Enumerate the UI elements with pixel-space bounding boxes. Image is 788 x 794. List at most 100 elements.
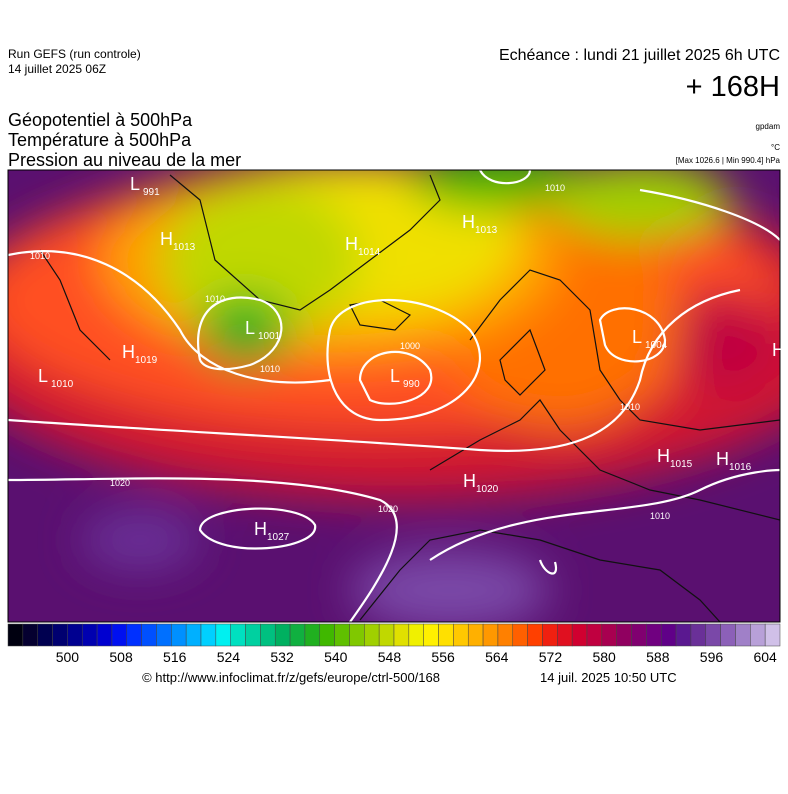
field: Température à 500hPa — [8, 130, 192, 150]
center-value: 1015 — [670, 459, 693, 470]
run: Run GEFS (run controle) — [8, 47, 141, 61]
colorbar-swatch — [230, 623, 246, 647]
colorbar-swatch — [750, 623, 766, 647]
colorbar-swatch — [67, 623, 83, 647]
field: Pression au niveau de la mer — [8, 150, 241, 170]
colorbar-swatch — [512, 623, 528, 647]
colorbar-swatch — [690, 623, 707, 647]
center-symbol: L — [245, 318, 255, 338]
isobar-label: 1010 — [30, 251, 50, 261]
colorbar-label: 548 — [378, 649, 402, 665]
colorbar-label: 604 — [753, 649, 777, 665]
colorbar-swatch — [527, 623, 543, 647]
colorbar-swatch — [408, 623, 424, 647]
colorbar-swatch — [586, 623, 603, 647]
colorbar-swatch — [482, 623, 499, 647]
colorbar-swatch — [720, 623, 736, 647]
center-value: 1020 — [476, 484, 499, 495]
colorbar-swatch — [319, 623, 335, 647]
center-value: 1014 — [358, 247, 381, 258]
colorbar-label: 572 — [539, 649, 563, 665]
colorbar-label: 532 — [270, 649, 294, 665]
isobar-label: 1010 — [620, 402, 640, 412]
colorbar-swatch — [571, 623, 588, 647]
field: Géopotentiel à 500hPa — [8, 110, 193, 130]
isobar-label: 1010 — [260, 364, 280, 374]
colorbar-swatch — [171, 623, 187, 647]
center-symbol: H — [254, 519, 267, 539]
center-symbol: L — [390, 366, 400, 386]
colorbar-swatch — [378, 623, 395, 647]
center-symbol: H — [716, 449, 729, 469]
center-symbol: H — [463, 471, 476, 491]
colorbar-swatch — [364, 623, 380, 647]
colorbar-swatch — [467, 623, 484, 647]
colorbar-swatch — [453, 623, 469, 647]
lead: + 168H — [686, 71, 780, 103]
unit: gpdam — [756, 122, 781, 131]
colorbar-label: 540 — [324, 649, 348, 665]
center-symbol: H — [772, 340, 785, 360]
colorbar-swatch — [96, 623, 113, 647]
colorbar-swatch — [260, 623, 276, 647]
colorbar-swatch — [616, 623, 632, 647]
valid: Echéance : lundi 21 juillet 2025 6h UTC — [499, 47, 780, 64]
colorbar-swatch — [7, 623, 24, 647]
colorbar-swatch — [542, 623, 558, 647]
isobar-label: 1010 — [545, 183, 565, 193]
colorbar-swatch — [497, 623, 514, 647]
center-symbol: L — [130, 174, 140, 194]
center-value: 1019 — [135, 355, 158, 366]
colorbar-label: 524 — [217, 649, 241, 665]
center-value: 990 — [403, 379, 420, 390]
colorbar-swatch — [156, 623, 172, 647]
colorbar-swatch — [81, 623, 98, 647]
isobar-label: 1010 — [650, 511, 670, 521]
colorbar-swatch — [126, 623, 142, 647]
map-frame — [7, 169, 781, 623]
colorbar-label: 500 — [56, 649, 80, 665]
colorbar-swatch — [423, 623, 439, 647]
colorbar-label: 596 — [700, 649, 724, 665]
colorbar-label: 556 — [431, 649, 455, 665]
center-symbol: L — [38, 366, 48, 386]
colorbar-swatch — [660, 623, 677, 647]
colorbar-swatch — [705, 623, 721, 647]
center-symbol: H — [345, 234, 358, 254]
colorbar-swatch — [274, 623, 291, 647]
center-value: 1001 — [258, 331, 281, 342]
colorbar-swatch — [215, 623, 231, 647]
map — [8, 170, 780, 622]
center-symbol: L — [632, 327, 642, 347]
colorbar-swatch — [631, 623, 647, 647]
colorbar-swatch — [764, 623, 781, 647]
colorbar-swatch — [334, 623, 350, 647]
colorbar-label: 564 — [485, 649, 509, 665]
center-value: 1013 — [475, 225, 498, 236]
colorbar-swatch — [37, 623, 53, 647]
colorbar-swatch — [52, 623, 68, 647]
colorbar-swatch — [393, 623, 410, 647]
isobar-label: 1020 — [378, 504, 398, 514]
colorbar-swatch — [675, 623, 692, 647]
colorbar-label: 516 — [163, 649, 187, 665]
colorbar-swatch — [111, 623, 128, 647]
colorbar-swatch — [289, 623, 306, 647]
colorbar-label: 508 — [109, 649, 133, 665]
colorbar-label: 588 — [646, 649, 670, 665]
center-value: 1027 — [267, 532, 290, 543]
footer-url: © http://www.infoclimat.fr/z/gefs/europe… — [142, 670, 440, 685]
center-symbol: H — [160, 229, 173, 249]
colorbar-swatch — [349, 623, 365, 647]
colorbar-swatch — [141, 623, 157, 647]
center-symbol: H — [657, 446, 670, 466]
run-date: 14 juillet 2025 06Z — [8, 62, 106, 76]
isobar-label: 1010 — [205, 294, 225, 304]
center-value: 1016 — [729, 462, 752, 473]
isobar-label: 1000 — [400, 341, 420, 351]
colorbar-swatch — [646, 623, 662, 647]
colorbar-swatch — [438, 623, 454, 647]
colorbar-label: 580 — [592, 649, 616, 665]
center-value: 1013 — [173, 242, 196, 253]
